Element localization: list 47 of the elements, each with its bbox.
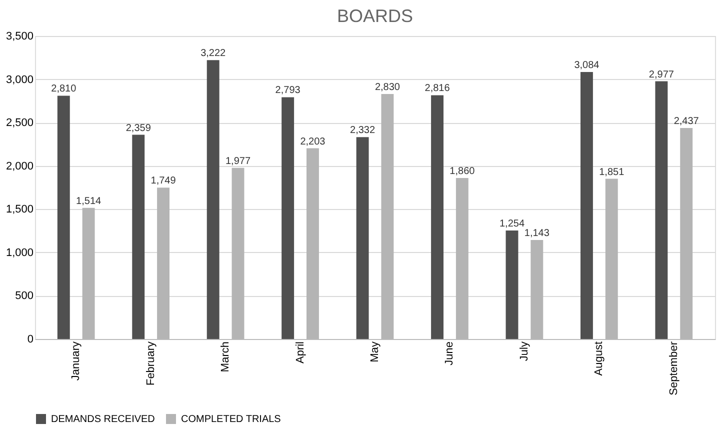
y-tick-label: 1,500: [6, 204, 34, 216]
data-label: 2,793: [275, 85, 301, 96]
data-label: 2,977: [648, 69, 674, 80]
x-tick-label: June: [444, 342, 456, 366]
x-tick-label: February: [144, 341, 157, 386]
x-tick-label: April: [294, 342, 306, 364]
data-label: 3,222: [200, 48, 226, 60]
x-tick-label: January: [70, 341, 82, 381]
data-label: 2,359: [126, 122, 152, 134]
y-tick-label: 2,500: [6, 117, 34, 130]
bar: [655, 81, 668, 339]
data-label: 1,749: [150, 176, 176, 187]
y-tick-label: 0: [27, 334, 34, 346]
y-tick-label: 3,500: [6, 30, 34, 42]
bar: [506, 230, 518, 339]
bar: [356, 137, 369, 339]
y-tick-label: 500: [15, 290, 34, 302]
data-label: 2,437: [674, 116, 700, 128]
data-label: 1,977: [225, 156, 251, 167]
chart-title: BOARDS: [336, 6, 414, 26]
data-label: 1,851: [599, 166, 625, 178]
x-tick-label: September: [668, 341, 680, 396]
data-label: 2,810: [51, 84, 77, 95]
data-label: 2,816: [424, 83, 450, 94]
data-label: 2,830: [374, 82, 400, 94]
x-tick-label: August: [593, 342, 606, 376]
bar: [580, 72, 593, 339]
bar: [282, 97, 294, 339]
legend-label: DEMANDS RECEIVED: [51, 414, 155, 425]
data-label: 1,860: [450, 166, 476, 177]
data-label: 3,084: [574, 60, 600, 72]
bar: [431, 95, 444, 339]
bar: [132, 134, 145, 339]
bar: [206, 60, 220, 339]
data-label: 1,514: [76, 196, 102, 207]
y-tick-label: 2,000: [6, 160, 34, 172]
y-tick-label: 1,000: [6, 246, 34, 259]
x-tick-label: March: [220, 342, 232, 372]
data-label: 2,203: [300, 136, 326, 148]
x-tick-label: July: [518, 341, 530, 362]
legend-label: COMPLETED TRIALS: [181, 414, 282, 425]
x-tick-label: May: [369, 341, 381, 362]
data-label: 2,332: [350, 125, 376, 136]
bar: [57, 96, 70, 339]
data-label: 1,254: [499, 218, 525, 230]
y-tick-label: 3,000: [6, 74, 34, 86]
data-label: 1,143: [524, 228, 550, 240]
